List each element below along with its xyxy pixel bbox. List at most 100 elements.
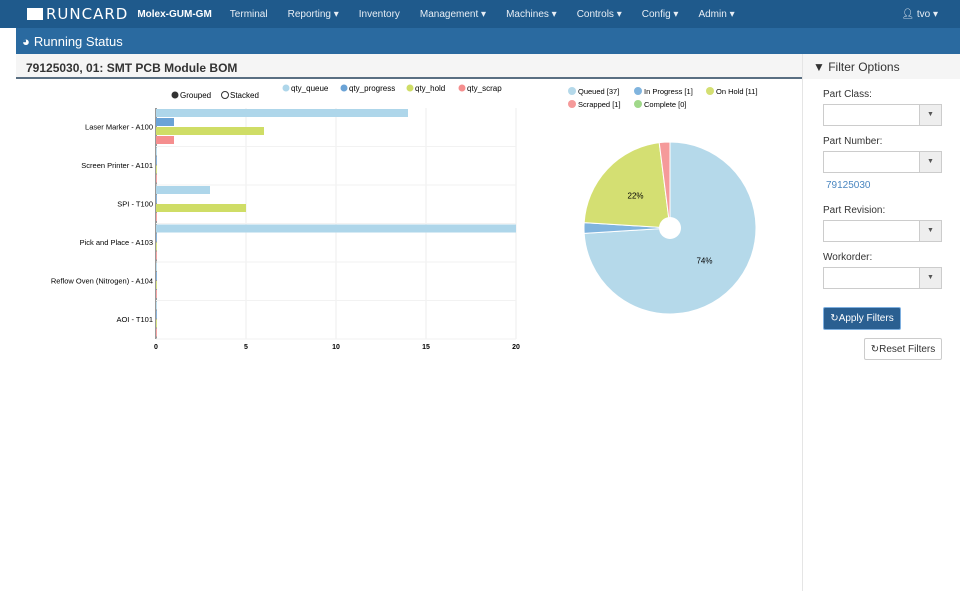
pie-legend-label: Complete [0] bbox=[644, 100, 687, 109]
bar bbox=[156, 127, 264, 135]
bar bbox=[156, 136, 174, 144]
bar bbox=[156, 281, 157, 289]
part-revision-label: Part Revision: bbox=[823, 205, 886, 216]
bar bbox=[156, 263, 157, 271]
part-class-label: Part Class: bbox=[823, 89, 872, 100]
bar bbox=[156, 290, 157, 298]
legend-marker[interactable] bbox=[340, 84, 348, 92]
filter-icon: ▼ bbox=[813, 60, 829, 74]
bar-chart: 0 5 10 15 20 Grouped Stacked qty_queue qty_progr… bbox=[51, 84, 520, 351]
bar bbox=[156, 174, 157, 183]
legend-label: qty_queue bbox=[291, 84, 329, 93]
grouped-label: Grouped bbox=[180, 91, 211, 100]
logo-text: RUNCARD bbox=[46, 5, 129, 23]
workorder-select[interactable]: ▼ bbox=[823, 267, 942, 289]
pie-legend-marker[interactable] bbox=[568, 100, 576, 108]
category-label: AOI - T101 bbox=[116, 315, 153, 324]
grouped-radio[interactable] bbox=[171, 91, 179, 99]
refresh-icon: ↻ bbox=[830, 313, 839, 324]
running-status-title: Running Status bbox=[33, 33, 123, 49]
category-label: Reflow Oven (Nitrogen) - A104 bbox=[51, 276, 153, 285]
bar bbox=[156, 310, 157, 319]
user-name: tvo bbox=[916, 8, 931, 20]
bar bbox=[156, 272, 157, 280]
bar bbox=[156, 156, 157, 165]
bar bbox=[156, 204, 246, 212]
nav-management[interactable]: Management ▾ bbox=[419, 8, 487, 20]
bar bbox=[156, 242, 157, 251]
part-number-select[interactable]: ▼ bbox=[823, 151, 942, 173]
part-number-label: Part Number: bbox=[823, 136, 883, 147]
bar bbox=[156, 319, 157, 328]
pie-legend-label: Queued [37] bbox=[578, 87, 619, 96]
legend-marker[interactable] bbox=[458, 84, 466, 92]
x-tick-label: 15 bbox=[422, 344, 430, 351]
bar bbox=[156, 165, 157, 174]
nav-inventory[interactable]: Inventory bbox=[358, 8, 400, 20]
x-tick-label: 10 bbox=[332, 344, 340, 351]
pie-legend-label: Scrapped [1] bbox=[578, 100, 621, 109]
pie-legend-marker[interactable] bbox=[634, 100, 642, 108]
bar bbox=[156, 195, 157, 203]
nav-terminal[interactable]: Terminal bbox=[229, 8, 268, 20]
stacked-label: Stacked bbox=[230, 91, 259, 100]
filter-sidebar: ▼ Filter Options Part Class: ▼ Part Numbe… bbox=[802, 54, 960, 591]
x-tick-label: 5 bbox=[244, 344, 248, 351]
pie-legend-marker[interactable] bbox=[568, 87, 576, 95]
workorder-input[interactable] bbox=[824, 268, 919, 288]
bar bbox=[156, 328, 157, 337]
runcard-logo[interactable]: RUNCARD bbox=[27, 5, 128, 23]
nav-machines[interactable]: Machines ▾ bbox=[506, 8, 557, 20]
bar bbox=[156, 147, 157, 156]
part-revision-select[interactable]: ▼ bbox=[823, 220, 942, 242]
stacked-radio[interactable] bbox=[221, 91, 229, 99]
part-class-select[interactable]: ▼ bbox=[823, 104, 942, 126]
part-number-input[interactable] bbox=[824, 152, 919, 172]
pie-slice-label: 74% bbox=[696, 256, 712, 265]
pie-legend-label: In Progress [1] bbox=[644, 87, 693, 96]
filter-options-header: ▼ Filter Options bbox=[803, 54, 960, 79]
bar bbox=[156, 224, 516, 233]
nav-controls[interactable]: Controls ▾ bbox=[576, 8, 622, 20]
pie-legend-marker[interactable] bbox=[706, 87, 714, 95]
chevron-down-icon[interactable]: ▼ bbox=[919, 268, 941, 288]
pie-center-hole bbox=[659, 217, 681, 239]
chevron-down-icon[interactable]: ▼ bbox=[919, 105, 941, 125]
pie-chart: Queued [37] In Progress [1] On Hold [11] Sc… bbox=[568, 87, 758, 315]
pie-chart-icon: ◕ bbox=[22, 33, 30, 49]
nav-config[interactable]: Config ▾ bbox=[641, 8, 679, 20]
user-icon: 👤︎ bbox=[901, 8, 917, 20]
bar bbox=[156, 233, 157, 242]
category-label: Screen Printer - A101 bbox=[81, 161, 153, 170]
filter-options-title: Filter Options bbox=[828, 60, 900, 74]
apply-filters-button[interactable]: ↻ Apply Filters bbox=[823, 307, 901, 330]
chevron-down-icon[interactable]: ▼ bbox=[919, 221, 941, 241]
bar bbox=[156, 301, 157, 310]
part-class-input[interactable] bbox=[824, 105, 919, 125]
workorder-label: Workorder: bbox=[823, 252, 873, 263]
top-navbar: RUNCARD Molex-GUM-GM Terminal Reporting … bbox=[0, 0, 960, 28]
site-brand[interactable]: Molex-GUM-GM bbox=[137, 8, 212, 20]
logo-icon bbox=[27, 8, 43, 20]
bar bbox=[156, 213, 157, 221]
nav-reporting[interactable]: Reporting ▾ bbox=[287, 8, 339, 20]
user-menu[interactable]: 👤︎ tvo ▾ bbox=[901, 8, 938, 20]
legend-marker[interactable] bbox=[406, 84, 414, 92]
apply-filters-label: Apply Filters bbox=[838, 313, 894, 324]
chevron-down-icon[interactable]: ▼ bbox=[919, 152, 941, 172]
category-label: Pick and Place - A103 bbox=[80, 238, 153, 247]
part-revision-input[interactable] bbox=[824, 221, 919, 241]
nav-admin[interactable]: Admin ▾ bbox=[698, 8, 735, 20]
pie-legend-label: On Hold [11] bbox=[716, 87, 758, 96]
pie-slice-label: 22% bbox=[628, 192, 644, 201]
x-tick-label: 0 bbox=[154, 344, 158, 351]
category-label: Laser Marker - A100 bbox=[85, 122, 153, 131]
part-number-suggestion[interactable]: 79125030 bbox=[826, 180, 871, 191]
reset-filters-button[interactable]: ↻ Reset Filters bbox=[864, 338, 942, 360]
x-tick-label: 20 bbox=[512, 344, 520, 351]
legend-marker[interactable] bbox=[282, 84, 290, 92]
pie-legend-marker[interactable] bbox=[634, 87, 642, 95]
bar bbox=[156, 118, 174, 126]
legend-label: qty_hold bbox=[415, 84, 445, 93]
bar bbox=[156, 186, 210, 194]
